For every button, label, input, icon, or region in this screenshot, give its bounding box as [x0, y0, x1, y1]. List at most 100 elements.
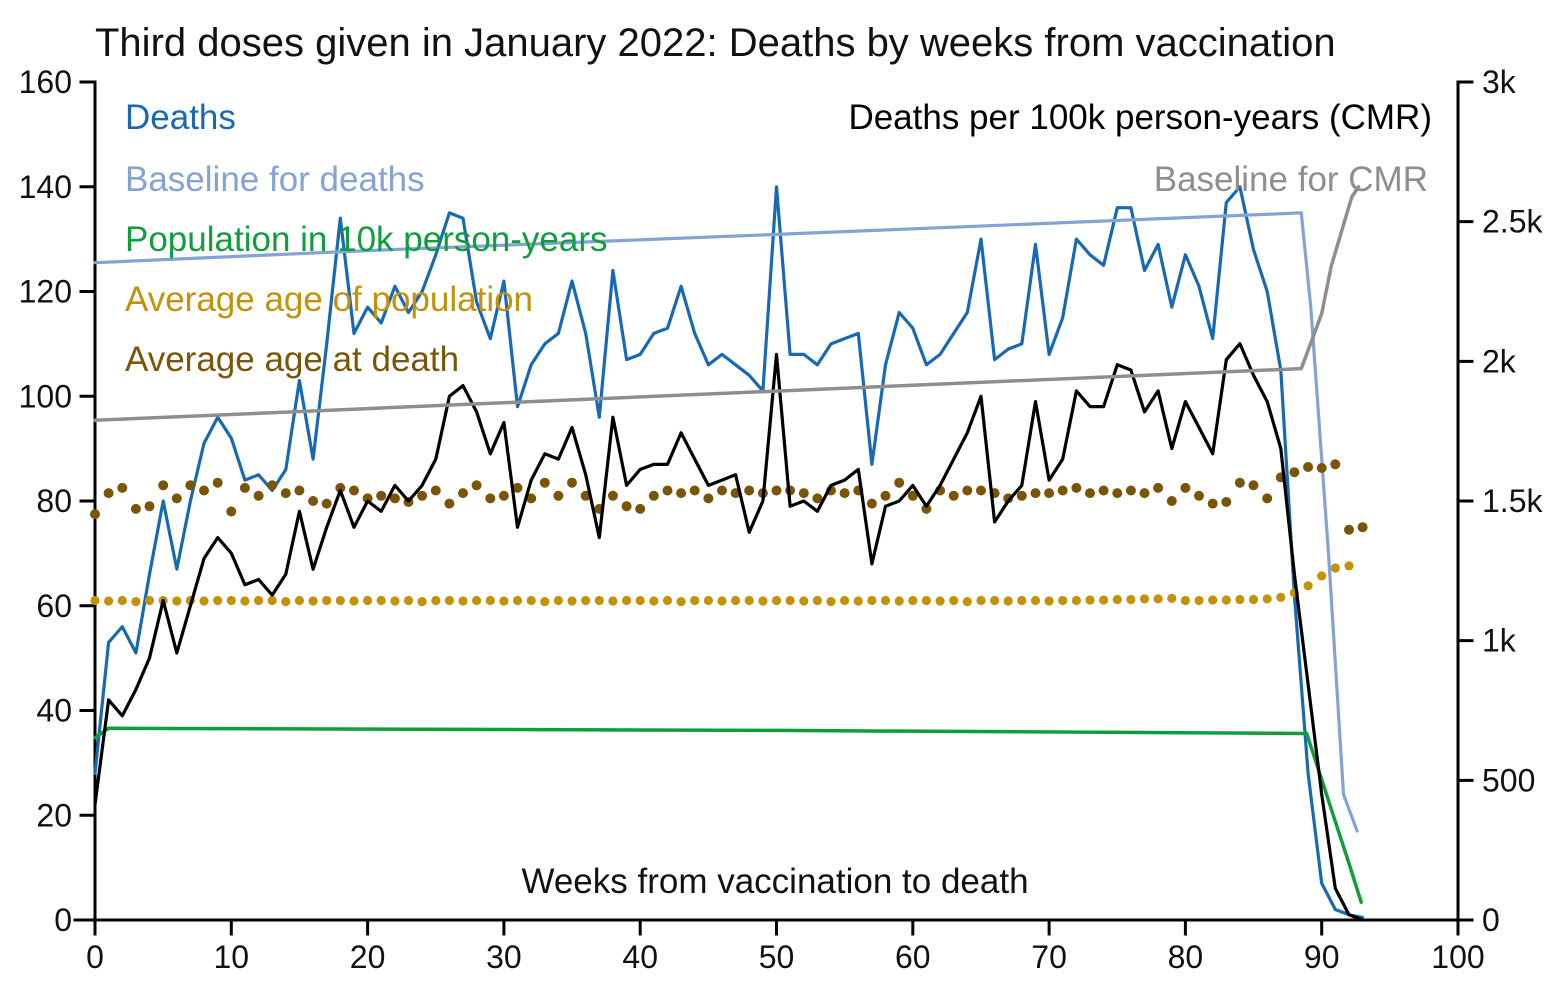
average-age-of-population-dot [744, 595, 754, 606]
axis-tick-labels: 0 10 20 30 40 50 60 70 80 90 100020406080100120140… [19, 64, 1544, 975]
x-tick-label: 90 [1304, 939, 1340, 975]
average-age-of-population-dot [1017, 595, 1027, 606]
average-age-at-death-dot [471, 480, 482, 491]
average-age-of-population-dot [990, 595, 1000, 606]
average-age-at-death-dot [430, 485, 441, 496]
average-age-of-population-dot [908, 595, 918, 606]
average-age-at-death-dot [866, 498, 877, 509]
right-tick-label: 500 [1482, 762, 1535, 798]
average-age-of-population-dot [1003, 596, 1013, 606]
average-age-at-death-dot [512, 482, 523, 493]
average-age-at-death-dot [1166, 496, 1177, 506]
axis-spines [73, 80, 1462, 922]
average-age-at-death-dot [771, 485, 782, 496]
average-age-of-population-dot [281, 597, 291, 607]
average-age-of-population-dot [867, 595, 877, 606]
average-age-at-death-dot [321, 498, 332, 509]
average-age-of-population-dot [949, 595, 959, 606]
average-age-of-population-dot [676, 597, 686, 607]
legend-baseline-for-cmr: Baseline for CMR [1153, 160, 1428, 199]
x-tick-label: 100 [1431, 939, 1484, 975]
average-age-of-population-dot [1085, 595, 1095, 605]
average-age-at-death-dot [962, 485, 973, 496]
average-age-of-population-dot [553, 595, 564, 606]
average-age-of-population-dot [458, 596, 468, 606]
left-tick-label: 140 [19, 169, 72, 205]
x-tick-label: 30 [486, 939, 522, 975]
average-age-of-population-dot [403, 595, 414, 606]
right-tick-label: 1k [1482, 623, 1517, 659]
average-age-at-death-dot [117, 482, 128, 493]
average-age-at-death-dot [267, 480, 278, 491]
average-age-of-population-dot [731, 595, 741, 606]
average-age-at-death-dot [907, 490, 918, 501]
average-age-at-death-dot [526, 493, 537, 504]
average-age-of-population-dot [1167, 593, 1177, 604]
average-age-at-death-dot [103, 488, 114, 499]
average-age-at-death-dot [635, 503, 646, 514]
data-series-layer [90, 185, 1368, 922]
average-age-of-population-dot [771, 595, 782, 606]
average-age-of-population-dot [1030, 595, 1041, 606]
average-age-at-death-dot [212, 477, 223, 488]
series-average-age-at-death [90, 459, 1368, 535]
average-age-of-population-dot [826, 597, 836, 607]
average-age-of-population-dot [853, 596, 863, 606]
average-age-of-population-dot [1221, 595, 1231, 605]
average-age-of-population-dot [512, 595, 523, 606]
average-age-at-death-dot [349, 485, 359, 496]
left-tick-label: 20 [36, 797, 72, 833]
baseline-for-deaths-line [93, 211, 1359, 833]
average-age-of-population-dot [935, 596, 945, 606]
average-age-of-population-dot [1330, 563, 1340, 573]
average-age-of-population-dot [567, 596, 577, 606]
average-age-at-death-dot [621, 501, 632, 512]
average-age-at-death-dot [498, 490, 509, 501]
x-tick-label: 80 [1168, 939, 1204, 975]
average-age-of-population-dot [921, 595, 932, 606]
average-age-at-death-dot [1125, 485, 1136, 496]
average-age-of-population-dot [1248, 594, 1259, 605]
average-age-of-population-dot [1071, 595, 1081, 606]
average-age-of-population-dot [1180, 595, 1190, 606]
average-age-of-population-dot [962, 597, 972, 607]
average-age-of-population-dot [1208, 595, 1218, 605]
average-age-of-population-dot [104, 596, 114, 606]
average-age-of-population-dot [117, 595, 127, 606]
average-age-of-population-dot [840, 595, 850, 606]
average-age-of-population-dot [540, 597, 550, 607]
average-age-of-population-dot [240, 596, 250, 606]
legend-average-age-of-population: Average age of population [125, 280, 534, 319]
baseline-for-cmr-line [93, 185, 1361, 423]
average-age-of-population-dot [254, 595, 264, 606]
average-age-at-death-dot [676, 488, 687, 499]
average-age-at-death-dot [880, 490, 891, 501]
x-tick-label: 60 [895, 939, 931, 975]
average-age-at-death-dot [539, 477, 550, 488]
average-age-of-population-dot [172, 596, 182, 606]
average-age-of-population-dot [308, 596, 318, 606]
right-tick-label: 2.5k [1482, 204, 1543, 240]
average-age-of-population-dot [349, 596, 359, 606]
average-age-at-death-dot [1330, 459, 1341, 470]
left-tick-label: 60 [36, 588, 72, 624]
deaths-per-100k-person-years-cmr-line [93, 342, 1365, 922]
right-tick-label: 3k [1482, 64, 1517, 100]
legend-baseline-for-deaths: Baseline for deaths [125, 160, 425, 199]
series-baseline-for-cmr [93, 185, 1361, 423]
left-tick-label: 0 [54, 902, 72, 938]
average-age-at-death-dot [458, 488, 468, 499]
average-age-at-death-dot [485, 493, 496, 504]
average-age-at-death-dot [280, 488, 291, 499]
chart-title: Third doses given in January 2022: Death… [95, 21, 1336, 65]
average-age-at-death-dot [1221, 497, 1232, 507]
average-age-at-death-dot [921, 503, 932, 514]
average-age-of-population-dot [880, 595, 891, 606]
average-age-of-population-dot [703, 595, 714, 606]
average-age-of-population-dot [1058, 595, 1068, 606]
x-tick-label: 40 [622, 939, 658, 975]
average-age-at-death-dot [648, 490, 659, 501]
average-age-of-population-dot [1194, 595, 1204, 606]
average-age-at-death-dot [199, 485, 209, 496]
x-axis-label: Weeks from vaccination to death [521, 862, 1029, 901]
